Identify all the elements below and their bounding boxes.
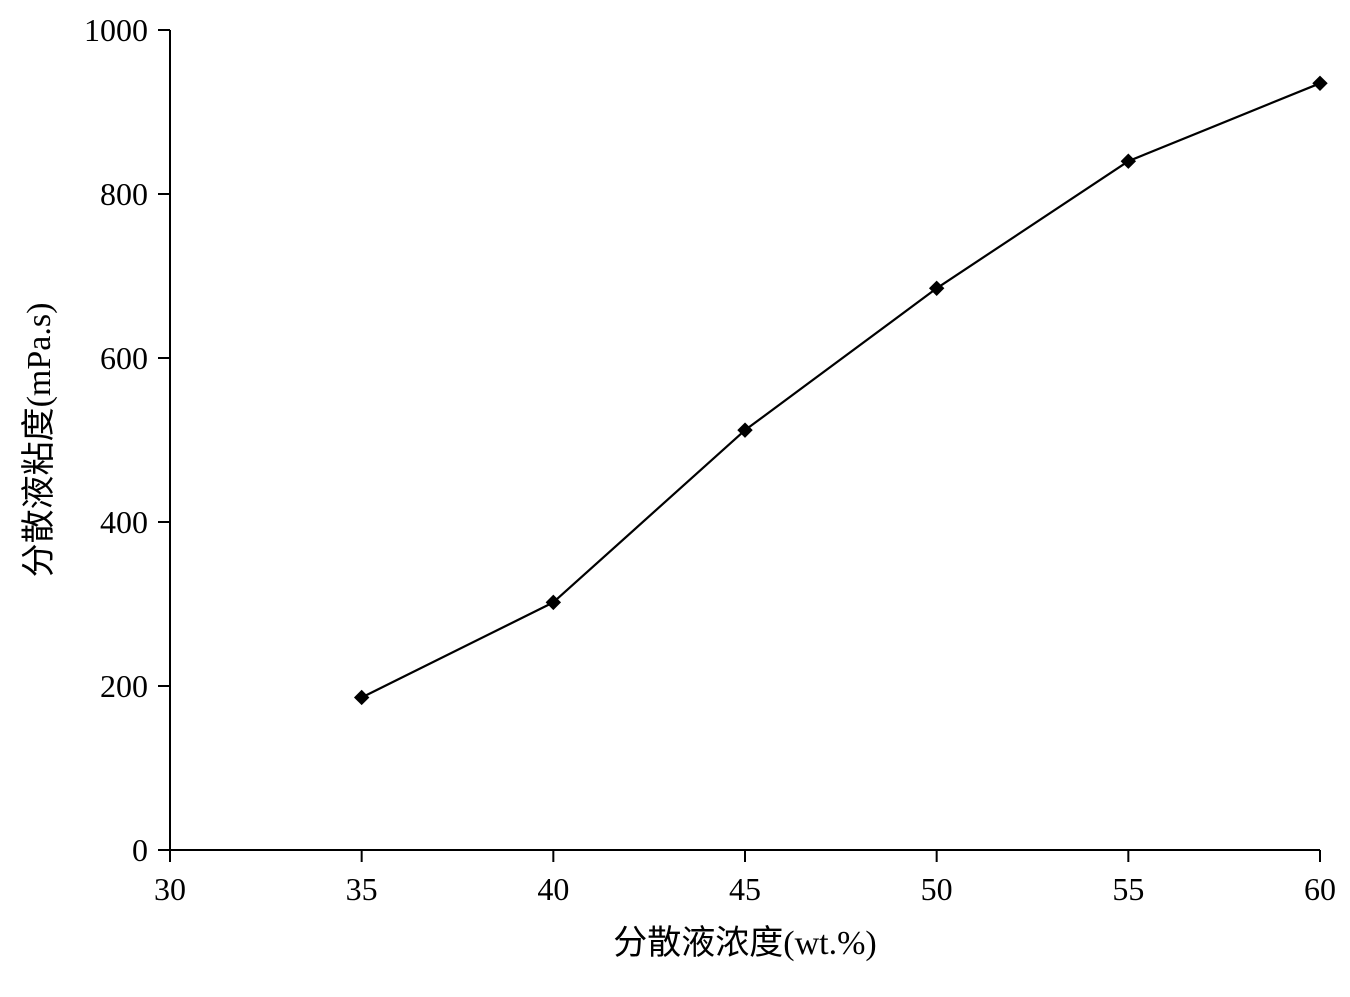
y-tick-label: 0 bbox=[132, 832, 148, 868]
x-tick-label: 55 bbox=[1112, 871, 1144, 907]
x-tick-label: 60 bbox=[1304, 871, 1336, 907]
x-tick-label: 50 bbox=[921, 871, 953, 907]
x-tick-label: 45 bbox=[729, 871, 761, 907]
y-tick-label: 400 bbox=[100, 504, 148, 540]
y-axis-label: 分散液粘度(mPa.s) bbox=[20, 303, 58, 578]
x-tick-label: 35 bbox=[346, 871, 378, 907]
y-tick-label: 800 bbox=[100, 176, 148, 212]
y-tick-label: 1000 bbox=[84, 12, 148, 48]
chart-container: 3035404550556002004006008001000分散液浓度(wt.… bbox=[0, 0, 1350, 997]
x-tick-label: 40 bbox=[537, 871, 569, 907]
y-tick-label: 600 bbox=[100, 340, 148, 376]
line-chart: 3035404550556002004006008001000分散液浓度(wt.… bbox=[0, 0, 1350, 997]
y-tick-label: 200 bbox=[100, 668, 148, 704]
x-tick-label: 30 bbox=[154, 871, 186, 907]
x-axis-label: 分散液浓度(wt.%) bbox=[613, 924, 876, 962]
